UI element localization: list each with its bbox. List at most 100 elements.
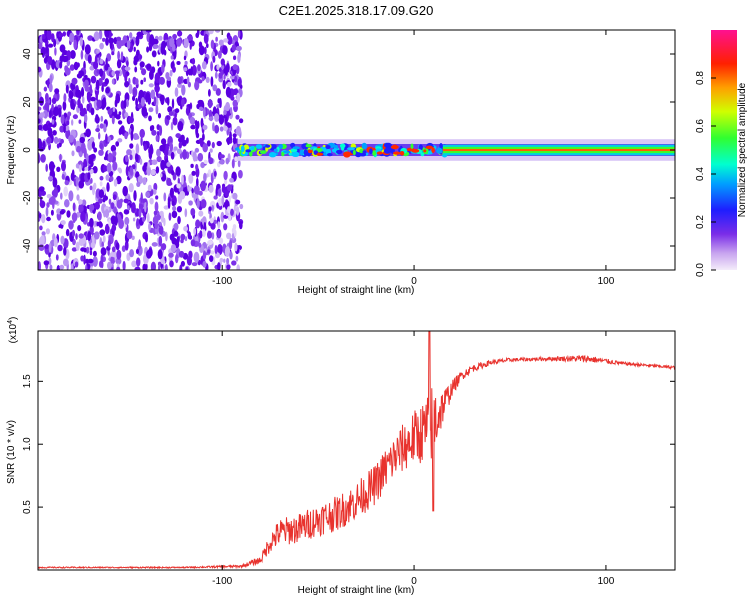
- spectrogram-noise-mark: [111, 51, 115, 56]
- spectrogram-noise-mark: [143, 77, 146, 82]
- spectrogram-noise-mark: [104, 30, 110, 38]
- spectrogram-noise-mark: [116, 266, 121, 270]
- spectrogram-noise-mark: [68, 134, 75, 143]
- spectrogram-noise-mark: [75, 233, 78, 240]
- spectrogram-noise-mark: [124, 73, 128, 83]
- spectrogram-noise-mark: [75, 175, 79, 187]
- spectrogram-noise-mark: [59, 153, 62, 162]
- spectrogram-noise-mark: [60, 235, 65, 245]
- spectrogram-noise-mark: [102, 197, 106, 203]
- spectrogram-signal-mark: [265, 144, 271, 148]
- spectrogram-noise-mark: [229, 239, 233, 250]
- spectrogram-noise-mark: [213, 195, 218, 200]
- spectrogram-noise-mark: [135, 97, 139, 107]
- spectrogram-noise-mark: [238, 169, 243, 179]
- spectrogram-noise-mark: [223, 223, 228, 231]
- colorbar-tick-label: 0.0: [695, 263, 706, 277]
- spectrogram-noise-mark: [159, 125, 163, 136]
- spectrogram-noise-mark: [105, 133, 108, 144]
- spectrogram-noise-mark: [232, 88, 239, 96]
- spectrogram-noise-mark: [45, 206, 49, 217]
- spectrogram-signal-mark: [418, 144, 423, 151]
- spectrogram-noise-mark: [223, 258, 226, 263]
- spectrogram-noise-mark: [166, 181, 173, 186]
- snr-xlabel: Height of straight line (km): [298, 585, 415, 596]
- colorbar-gradient: [711, 30, 737, 270]
- spectrogram-noise-mark: [75, 241, 80, 251]
- spectrogram-noise-mark: [71, 229, 76, 237]
- spectrogram-noise-mark: [67, 111, 72, 117]
- spectrogram-noise-mark: [208, 206, 212, 212]
- spectrogram-noise-mark: [181, 174, 184, 185]
- spectrogram-noise-mark: [229, 106, 233, 114]
- spectrogram-noise-mark: [48, 83, 53, 93]
- spectrogram-noise-mark: [58, 224, 63, 229]
- spectrogram-noise-mark: [123, 99, 127, 110]
- spectrogram-noise-mark: [186, 76, 190, 85]
- spectrogram-noise-mark: [45, 163, 48, 172]
- spectrogram-noise-mark: [159, 76, 165, 85]
- spectrogram-noise-mark: [150, 89, 156, 100]
- spectrogram-noise-mark: [234, 75, 238, 83]
- spectrogram-ytick-label: -40: [22, 238, 33, 253]
- spectrogram-noise-mark: [45, 228, 51, 235]
- spectrogram-noise-mark: [209, 148, 213, 153]
- spectrogram-noise-mark: [79, 110, 86, 117]
- spectrogram-signal-mark: [240, 145, 245, 153]
- spectrogram-noise-mark: [214, 124, 220, 134]
- spectrogram-noise-mark: [220, 211, 225, 223]
- spectrogram-noise-mark: [223, 109, 227, 116]
- spectrogram-noise-mark: [117, 50, 120, 61]
- spectrogram-noise-mark: [214, 71, 218, 79]
- spectrogram-noise-mark: [112, 106, 116, 113]
- spectrogram-noise-mark: [110, 256, 116, 265]
- spectrogram-noise-mark: [170, 55, 174, 60]
- spectrogram-noise-mark: [94, 201, 100, 210]
- spectrogram-noise-mark: [176, 183, 181, 189]
- spectrogram-noise-mark: [47, 56, 53, 65]
- spectrogram-signal-mark: [352, 149, 356, 156]
- spectrogram-noise-mark: [40, 154, 46, 163]
- spectrogram-noise-mark: [80, 172, 86, 183]
- spectrogram-noise-mark: [78, 233, 84, 239]
- spectrogram-noise-mark: [84, 166, 89, 171]
- spectrogram-noise-mark: [217, 229, 221, 239]
- spectrogram-noise-mark: [237, 53, 241, 64]
- spectrogram-noise-mark: [234, 242, 238, 252]
- spectrogram-noise-mark: [89, 266, 93, 270]
- spectrogram-noise-mark: [71, 77, 78, 85]
- spectrogram-noise-mark: [124, 80, 130, 88]
- spectrogram-noise-mark: [193, 251, 200, 263]
- spectrogram-noise-mark: [116, 38, 122, 49]
- spectrogram-noise-mark: [213, 170, 217, 177]
- spectrogram-noise-mark: [173, 146, 178, 151]
- spectrogram-noise-mark: [215, 36, 218, 42]
- spectrogram-noise-mark: [183, 67, 188, 72]
- spectrogram-noise-mark: [198, 210, 204, 217]
- spectrogram-noise-mark: [232, 133, 237, 138]
- spectrogram-noise-mark: [87, 172, 91, 180]
- spectrogram-noise-mark: [141, 216, 146, 223]
- spectrogram-noise-mark: [165, 143, 169, 152]
- spectrogram-noise-mark: [80, 255, 85, 262]
- spectrogram-ytick-label: -20: [22, 190, 33, 205]
- spectrogram-noise-mark: [84, 86, 91, 92]
- spectrogram-noise-mark: [87, 35, 94, 41]
- spectrogram-signal-mark: [292, 146, 300, 150]
- spectrogram-noise-mark: [81, 96, 85, 104]
- spectrogram-noise-mark: [70, 50, 76, 59]
- spectrogram-noise-mark: [53, 237, 58, 248]
- spectrogram-noise-mark: [218, 72, 223, 79]
- spectrogram-noise-mark: [110, 250, 117, 258]
- spectrogram-noise-mark: [50, 209, 54, 216]
- spectrogram-noise-mark: [111, 224, 117, 232]
- spectrogram-noise-mark: [224, 179, 228, 185]
- spectrogram-noise-mark: [50, 196, 56, 205]
- spectrogram-noise-mark: [166, 162, 171, 167]
- spectrogram-noise-mark: [179, 190, 186, 200]
- spectrogram-noise-mark: [218, 39, 224, 46]
- spectrogram-noise-mark: [227, 35, 233, 45]
- spectrogram-noise-mark: [181, 84, 186, 96]
- spectrogram-signal-mark: [390, 145, 399, 150]
- spectrogram-noise-mark: [83, 247, 87, 253]
